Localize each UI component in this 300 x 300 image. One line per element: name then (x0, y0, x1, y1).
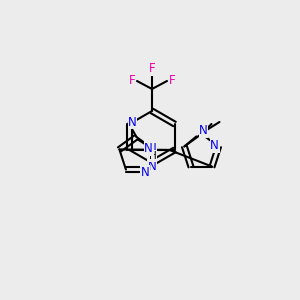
Text: H: H (148, 151, 156, 161)
Text: F: F (149, 62, 155, 76)
Text: N: N (210, 139, 219, 152)
Text: N: N (199, 124, 208, 137)
Text: F: F (129, 74, 135, 88)
Text: N: N (144, 142, 153, 155)
Text: N: N (148, 142, 157, 154)
Text: N: N (128, 116, 137, 128)
Text: N: N (148, 160, 156, 172)
Text: F: F (169, 74, 175, 88)
Text: N: N (141, 166, 149, 179)
